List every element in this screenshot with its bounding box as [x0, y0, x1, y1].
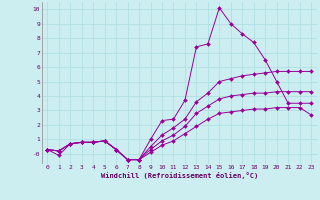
X-axis label: Windchill (Refroidissement éolien,°C): Windchill (Refroidissement éolien,°C) [100, 172, 258, 179]
